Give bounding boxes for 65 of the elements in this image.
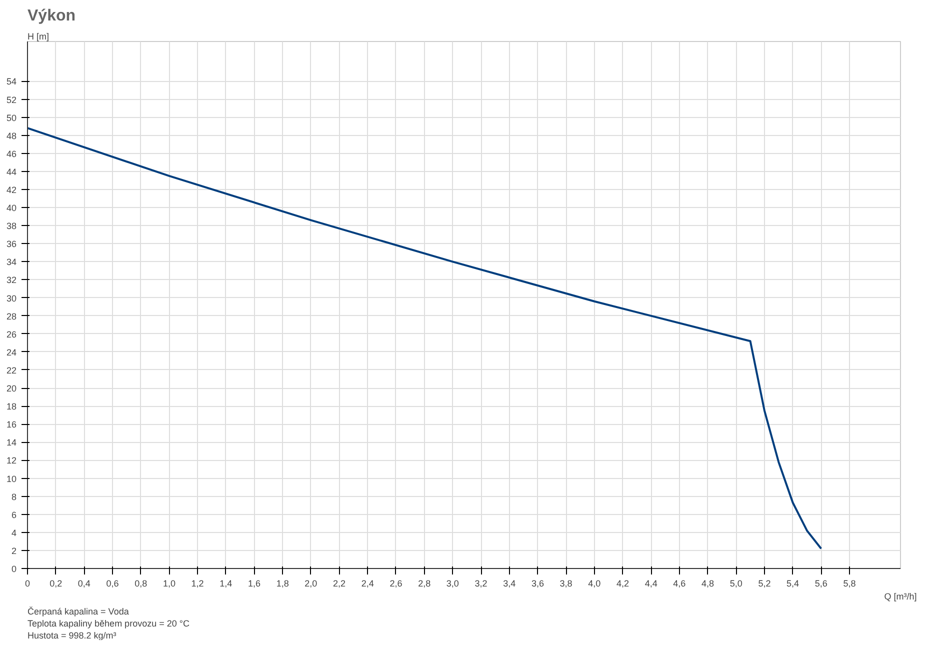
x-tick-label: 3,0 [446,578,459,588]
y-tick-label: 34 [6,257,17,268]
y-tick-label: 44 [6,166,17,177]
text: Čerpaná kapalina = Voda [28,606,129,616]
x-tick-label: 4,8 [702,578,714,588]
y-tick-label: 22 [6,365,17,376]
x-tick-label: 0,4 [78,578,90,588]
line-series [28,127,822,550]
x-tick-label: 0,6 [106,578,119,588]
y-tick-label: 4 [11,528,17,538]
y-tick-label: 50 [6,112,17,123]
text: Hustota = 998.2 kg/m³ [28,630,116,640]
y-tick-label: 36 [6,239,17,250]
chart-title: Výkon [28,8,76,24]
x-tick-label: 5,4 [786,578,800,588]
y-tick-label: 48 [6,130,17,141]
y-tick-label: 46 [6,148,17,159]
x-tick-label: 0,2 [50,578,62,588]
y-tick-label: 40 [6,203,17,214]
x-tick-label: 5,2 [758,578,771,588]
x-tick-label: 2,8 [418,578,431,588]
y-axis-title: H [m] [28,32,49,42]
x-tick-label: 3,8 [560,578,572,588]
x-tick-label: 2,2 [333,578,346,588]
x-tick-label: 0,8 [134,578,148,588]
y-tick-label: 20 [6,384,17,394]
x-tick-label: 4,4 [644,578,658,588]
x-tick-label: 3,6 [531,578,544,588]
y-tick-label: 2 [11,546,17,556]
y-tick-label: 18 [6,402,17,412]
x-tick-label: 4,0 [588,578,601,588]
x-tick-label: 3,2 [474,578,488,588]
x-tick-label: 1,0 [162,578,176,588]
x-tick-label: 1,8 [276,578,289,588]
y-tick-label: 12 [6,456,17,466]
x-tick-label: 3,4 [503,578,516,588]
x-tick-label: 5,8 [843,578,856,588]
x-tick-label: 4,6 [673,578,686,588]
x-tick-label: 1,4 [220,578,232,588]
y-tick-label: 6 [11,510,17,520]
x-tick-label: 5,0 [730,578,742,588]
x-tick-label: 1,6 [248,578,261,588]
y-tick-label: 10 [6,474,17,484]
x-tick-label: 1,2 [191,578,204,588]
y-tick-label: 42 [6,184,17,195]
y-tick-label: 26 [6,329,17,340]
y-tick-label: 14 [6,438,17,448]
y-tick-label: 24 [6,347,17,358]
x-tick-label: 2,6 [390,578,402,588]
y-tick-label: 0 [11,564,17,574]
x-tick-label: 5,6 [814,578,828,588]
y-tick-label: 32 [6,275,17,286]
x-tick-label: 2,4 [361,578,374,588]
y-tick-label: 38 [6,221,17,232]
y-tick-label: 8 [11,492,17,502]
x-tick-label: 2,0 [304,578,318,588]
y-tick-label: 52 [6,94,17,105]
y-tick-label: 54 [6,76,17,87]
x-axis-title: Q [m³/h] [884,592,917,602]
x-tick-label: 0 [24,578,30,588]
y-tick-label: 28 [6,311,17,322]
text: Teplota kapaliny během provozu = 20 °C [28,618,190,628]
y-tick-label: 16 [6,420,17,430]
x-tick-label: 4,2 [616,578,629,588]
y-tick-label: 30 [6,293,17,304]
